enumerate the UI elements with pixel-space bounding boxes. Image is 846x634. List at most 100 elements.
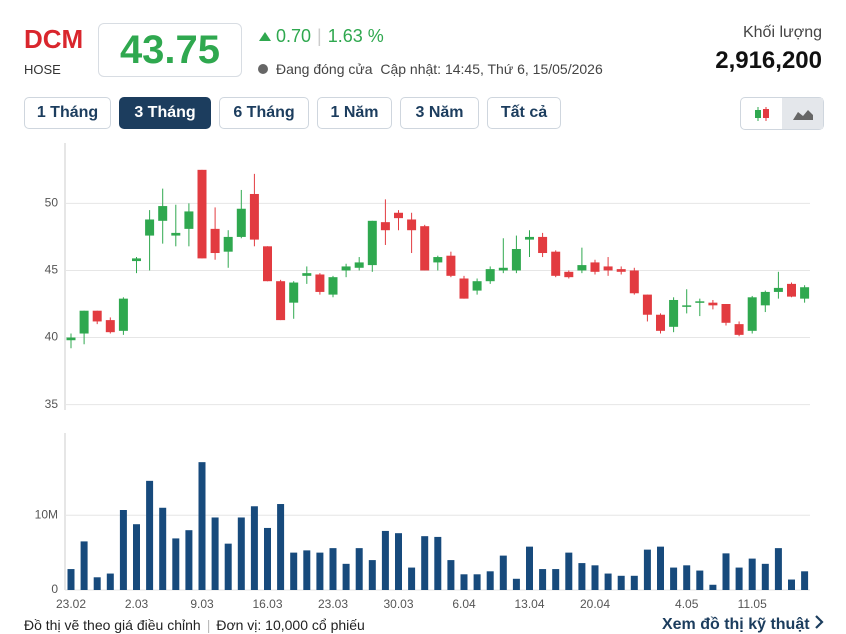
area-button[interactable] — [782, 98, 823, 129]
candle-body — [590, 262, 600, 272]
candle-body — [302, 273, 312, 276]
candle-body — [564, 271, 574, 278]
volume-bar — [277, 504, 285, 590]
volume-bar — [342, 563, 350, 590]
volume-bar — [630, 575, 638, 590]
candle-body — [367, 220, 377, 266]
volume-bar — [683, 565, 691, 590]
volume-bar — [250, 506, 258, 590]
candle-body — [459, 278, 469, 299]
volume-bar — [670, 567, 678, 590]
tech-chart-link[interactable]: Xem đồ thị kỹ thuật — [662, 615, 824, 634]
x-tick-label: 23.03 — [318, 597, 348, 611]
candle-body — [721, 304, 731, 323]
x-tick-label: 9.03 — [190, 597, 214, 611]
chart-type-toggle — [740, 97, 824, 130]
x-tick-label: 30.03 — [383, 597, 413, 611]
volume-bar — [355, 548, 363, 590]
candle-body — [760, 291, 770, 306]
volume-bar — [395, 533, 402, 590]
candle-button[interactable] — [741, 98, 782, 129]
range-tab[interactable]: 3 Tháng — [119, 97, 211, 129]
candle-body — [603, 266, 613, 271]
volume-bar — [185, 530, 193, 590]
volume-bar — [224, 543, 232, 590]
chevron — [815, 615, 824, 629]
candle-body — [145, 219, 155, 236]
candle-body — [118, 298, 128, 331]
volume-bar — [801, 571, 809, 590]
range-tab[interactable]: 1 Tháng — [24, 97, 111, 129]
volume-bar — [119, 510, 127, 590]
volume-bar — [434, 536, 442, 590]
candle-body — [171, 232, 181, 236]
candle-body — [105, 320, 115, 333]
candle-body — [708, 302, 718, 306]
footer-notes: Đồ thị vẽ theo giá điều chỉnh | Đơn vị: 10… — [24, 617, 365, 633]
volume-bar — [617, 575, 625, 590]
volume-bar — [578, 563, 586, 590]
link-text: Xem đồ thị kỹ thuật — [661, 616, 810, 633]
volume-bar — [604, 573, 612, 590]
x-tick-label: 11.05 — [738, 597, 767, 611]
candle-body — [197, 169, 207, 259]
candle-body — [66, 337, 76, 341]
candle-body — [682, 305, 692, 307]
candle-body — [276, 281, 286, 321]
range-tab[interactable]: 3 Năm — [400, 97, 479, 129]
candle-body — [472, 281, 482, 291]
volume-bar — [748, 558, 756, 590]
candle-body — [132, 258, 141, 262]
volume-bar — [539, 569, 547, 590]
up-arrow — [259, 32, 271, 41]
volume-bar — [264, 527, 271, 590]
x-tick-label: 6.04 — [452, 597, 476, 611]
candle-body — [249, 193, 259, 240]
candle-body — [538, 236, 548, 254]
volume-bar — [774, 548, 782, 590]
change: 0.70 — [276, 26, 312, 46]
candle-body — [433, 257, 443, 263]
candle-body — [695, 301, 705, 303]
volume-bar — [447, 560, 455, 590]
candle-body — [328, 277, 338, 295]
volume-bar — [735, 567, 743, 590]
candle-body — [511, 248, 521, 271]
volume-bar — [761, 563, 769, 590]
candle-body — [629, 270, 639, 294]
y-tick-label: 0 — [51, 582, 58, 596]
exchange: HOSE — [24, 62, 61, 77]
candle-body — [184, 211, 194, 229]
volume-bar — [460, 574, 468, 590]
candle-body — [394, 212, 403, 219]
candle-body — [236, 208, 246, 237]
candle-body — [420, 226, 430, 271]
candle-body — [577, 265, 587, 271]
volume-bar — [303, 550, 311, 590]
range-tab[interactable]: Tất cả — [487, 97, 561, 129]
volume-bar — [93, 577, 101, 590]
volume-bar — [552, 569, 560, 590]
change-row: 0.70 | 1.63 % — [258, 26, 384, 47]
volume-bar — [67, 569, 75, 590]
volume-bar — [696, 570, 704, 590]
range-tab[interactable]: 6 Tháng — [219, 97, 309, 129]
range-tab[interactable]: 1 Năm — [317, 97, 392, 129]
candle-body — [498, 267, 508, 271]
status: Đang đóng cửa — [276, 61, 373, 77]
status-dot — [258, 64, 268, 74]
candle-body — [642, 294, 652, 315]
y-tick-label: 10M — [35, 507, 58, 521]
volume-bar — [80, 541, 88, 590]
candle-body — [210, 228, 220, 254]
volume-bar — [486, 571, 494, 590]
candle-body — [446, 255, 456, 276]
x-tick-label: 16.03 — [252, 597, 282, 611]
volume-bar — [473, 574, 481, 590]
candle-body — [485, 269, 495, 282]
candle-body — [223, 236, 233, 252]
volume-bar — [290, 552, 298, 590]
volume-bar — [512, 578, 520, 590]
volume-bar — [499, 555, 507, 590]
